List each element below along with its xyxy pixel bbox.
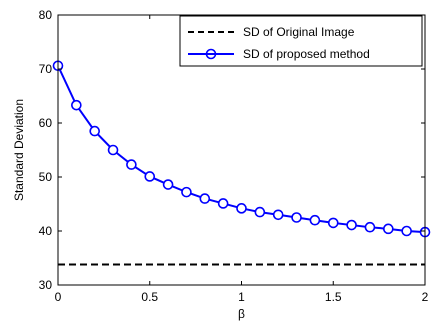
y-tick-label: 60: [39, 116, 53, 130]
legend-label-original: SD of Original Image: [243, 25, 355, 39]
data-point-proposed: [217, 198, 229, 209]
data-point-proposed: [346, 219, 357, 231]
data-point-proposed: [254, 206, 266, 218]
data-point-proposed: [364, 221, 376, 233]
data-point-proposed: [327, 217, 339, 229]
y-tick-label: 70: [39, 62, 53, 76]
y-tick-label: 40: [39, 224, 53, 238]
y-axis-title: Standard Deviation: [12, 99, 26, 201]
data-point-proposed: [162, 179, 174, 190]
data-point-proposed: [401, 225, 412, 237]
data-point-proposed: [309, 214, 321, 226]
data-point-proposed: [199, 193, 211, 204]
x-tick-label: 0.5: [141, 290, 158, 304]
x-tick-label: 2: [422, 290, 429, 304]
data-layer: [52, 60, 431, 266]
x-axis-title: β: [238, 307, 245, 321]
data-point-proposed: [89, 125, 100, 137]
data-point-proposed: [126, 159, 137, 170]
data-point-proposed: [181, 186, 192, 198]
x-tick-label: 1: [238, 290, 245, 304]
data-point-proposed: [71, 99, 82, 111]
data-point-proposed: [236, 203, 247, 214]
x-tick-label: 0: [55, 290, 62, 304]
data-point-proposed: [144, 171, 156, 182]
data-point-proposed: [272, 209, 284, 221]
y-tick-label: 50: [39, 170, 53, 184]
data-point-proposed: [107, 144, 119, 156]
y-tick-label: 80: [39, 8, 53, 22]
data-point-proposed: [291, 212, 302, 223]
legend-label-proposed: SD of proposed method: [243, 47, 370, 61]
data-point-proposed: [382, 223, 394, 235]
legend: SD of Original Image SD of proposed meth…: [179, 15, 423, 67]
plot-frame: [57, 14, 426, 286]
legend-marker-proposed: [205, 48, 217, 60]
legend-box: [179, 15, 423, 67]
y-tick-label: 30: [39, 278, 53, 292]
x-tick-label: 1.5: [325, 290, 342, 304]
